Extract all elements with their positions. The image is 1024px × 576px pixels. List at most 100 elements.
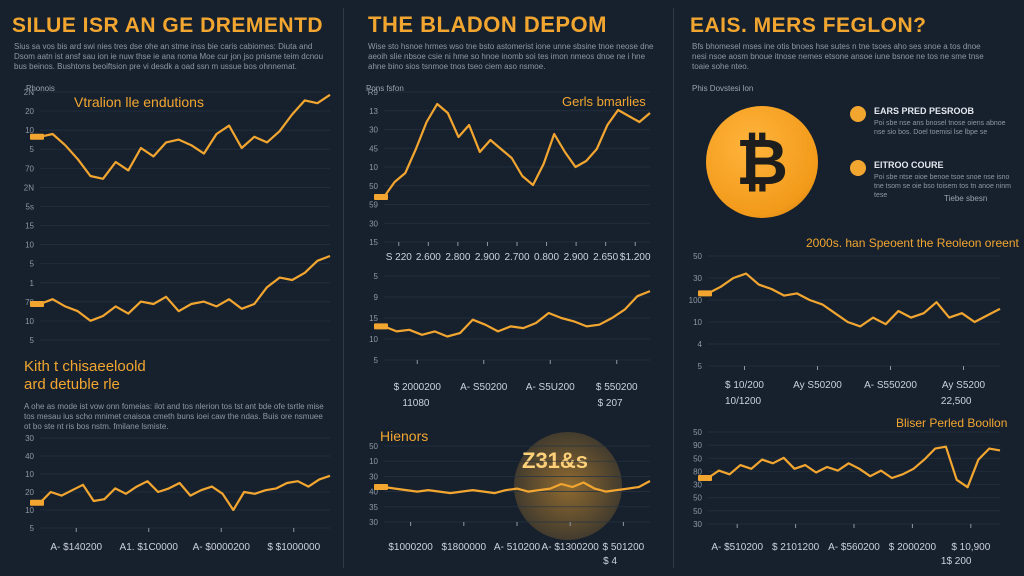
y-tick-label: 10 bbox=[369, 335, 378, 344]
series-start-marker bbox=[30, 499, 44, 506]
x-tick-label: Ay S5200 bbox=[942, 380, 986, 391]
y-tick-label: 10 bbox=[25, 126, 34, 135]
legend-dot-icon bbox=[850, 106, 866, 122]
y-tick-label: 30 bbox=[369, 518, 378, 527]
y-tick-label: 59 bbox=[369, 201, 378, 210]
y-tick-label: 2N bbox=[24, 88, 34, 97]
legend-2-title: EITROO COURE bbox=[874, 160, 944, 170]
series-start-marker bbox=[374, 323, 388, 330]
y-tick-label: 5 bbox=[30, 336, 35, 345]
series-line bbox=[39, 254, 331, 322]
y-tick-label: 80 bbox=[693, 467, 702, 476]
y-tick-label: 10 bbox=[369, 457, 378, 466]
y-tick-label: 50 bbox=[693, 252, 702, 261]
y-tick-label: 15 bbox=[369, 238, 378, 247]
panel-2-section-label: Hienors bbox=[380, 428, 429, 444]
x-tick-sub-label: $ 4 bbox=[603, 556, 617, 567]
panel-3-bottom-chart: 50 90 50 80 30 50 50 30 A- $510200 $ 2101200 A- $5… bbox=[693, 428, 1001, 567]
series-line bbox=[39, 474, 331, 512]
panel-1-blurb-2: A ohe as mode ist vow onn fomeias: ilot … bbox=[24, 402, 324, 431]
panel-3-section-label: Bliser Perled Boollon bbox=[896, 416, 1008, 430]
panel-1-blurb: Sius sa vos bis ard swi nies tres dse oh… bbox=[14, 42, 324, 71]
x-tick-label: 2.900 bbox=[475, 252, 500, 263]
x-tick-label: A- S550200 bbox=[864, 380, 917, 391]
x-tick-label: $1.200 bbox=[620, 252, 651, 263]
x-tick-sub-label: 10/1200 bbox=[725, 396, 762, 407]
y-tick-label: 30 bbox=[25, 434, 34, 443]
x-tick-sub-label: 22,500 bbox=[941, 396, 972, 407]
series-start-marker bbox=[30, 301, 44, 307]
x-tick-label: $ 10,900 bbox=[951, 542, 990, 553]
x-tick-sub-label: 1$ 200 bbox=[941, 556, 972, 567]
panel-3-small-label: Phis Dovstesi lon bbox=[692, 84, 754, 93]
x-tick-label: $1000200 bbox=[388, 542, 433, 553]
y-tick-label: 10 bbox=[25, 241, 34, 250]
x-tick-label: 0.800 bbox=[534, 252, 559, 263]
series-line bbox=[383, 480, 651, 495]
x-tick-label: A- S50200 bbox=[460, 382, 508, 393]
bitcoin-coin-icon: ₿ bbox=[706, 106, 818, 218]
y-tick-label: 40 bbox=[369, 488, 378, 497]
x-tick-sub-label: 11080 bbox=[402, 398, 430, 409]
y-tick-label: 90 bbox=[693, 441, 702, 450]
y-tick-label: R9 bbox=[368, 88, 379, 97]
y-tick-label: 40 bbox=[25, 452, 34, 461]
x-tick-label: 2.600 bbox=[416, 252, 441, 263]
y-tick-label: 5s bbox=[26, 202, 34, 211]
x-tick-label: $ 501200 bbox=[603, 542, 645, 553]
panel-2-series-label: Gerls bmarlies bbox=[562, 94, 646, 109]
x-tick-label: 2.800 bbox=[445, 252, 470, 263]
y-tick-label: 30 bbox=[693, 274, 702, 283]
y-tick-label: 5 bbox=[30, 524, 35, 533]
y-tick-label: 70 bbox=[25, 298, 34, 307]
panel-2-top-chart: R9 13 30 45 10 50 59 30 15 S 220 2.600 2.800 2.900 2.… bbox=[368, 88, 651, 263]
panel-3-title: EAIS. MERS FEGLON? bbox=[690, 14, 927, 37]
y-tick-label: 100 bbox=[689, 296, 703, 305]
x-tick-label: $1800000 bbox=[442, 542, 487, 553]
panel-1-series-label: Vtralion lle endutions bbox=[74, 94, 204, 110]
y-tick-label: 5 bbox=[30, 145, 35, 154]
y-tick-label: 50 bbox=[693, 454, 702, 463]
series-start-marker bbox=[30, 133, 44, 140]
x-tick-label: A- $1300200 bbox=[542, 542, 600, 553]
x-tick-label: $ 2101200 bbox=[772, 542, 820, 553]
y-tick-label: 5 bbox=[30, 260, 35, 269]
y-tick-label: 50 bbox=[693, 428, 702, 437]
legend-1-desc: Poi sbe nse ans bnosel tnose oiens abnoe… bbox=[874, 120, 1006, 136]
series-start-marker bbox=[698, 475, 712, 481]
y-tick-label: 4 bbox=[698, 340, 703, 349]
y-tick-label: 30 bbox=[369, 126, 378, 135]
y-tick-label: 10 bbox=[369, 163, 378, 172]
y-tick-label: 2N bbox=[24, 183, 34, 192]
panel-2-blurb: Wise sto hsnoe hrmes wso tne bsto astome… bbox=[368, 42, 654, 71]
x-tick-label: Ay S50200 bbox=[793, 380, 842, 391]
panel-2-big-value: Z31&s bbox=[522, 448, 589, 473]
legend-2-desc: Poi sbe ntse oioe benoe tsoe snoe nse is… bbox=[874, 174, 1011, 199]
series-start-marker bbox=[698, 290, 712, 297]
panel-1-small-label: Phonois bbox=[26, 84, 55, 93]
x-tick-label: A- $560200 bbox=[828, 542, 880, 553]
panel-2-title: THE BLADON DEPOM bbox=[368, 12, 607, 37]
x-tick-label: $ 2000200 bbox=[889, 542, 937, 553]
panel-3-mid-chart: 50 30 100 10 4 5 $ 10/200 Ay S50200 A- S550200 Ay… bbox=[689, 252, 1001, 407]
y-tick-label: 30 bbox=[369, 219, 378, 228]
y-tick-label: 30 bbox=[693, 520, 702, 529]
series-start-marker bbox=[374, 194, 388, 200]
panel-3-blurb: Bfs bhomesel mses ine otis bnoes hse sut… bbox=[692, 42, 984, 71]
x-tick-label: 2.700 bbox=[504, 252, 529, 263]
y-tick-label: 5 bbox=[698, 362, 703, 371]
y-tick-label: 10 bbox=[693, 318, 702, 327]
y-tick-label: 70 bbox=[25, 164, 34, 173]
y-tick-label: 10 bbox=[25, 317, 34, 326]
x-tick-label: A- 510200 bbox=[494, 542, 541, 553]
x-tick-label: A- $140200 bbox=[50, 542, 102, 553]
x-tick-label: $ 2000200 bbox=[394, 382, 442, 393]
series-line bbox=[383, 102, 651, 198]
x-tick-label: $ $1000000 bbox=[267, 542, 320, 553]
y-tick-label: 30 bbox=[369, 472, 378, 481]
y-tick-label: 50 bbox=[369, 182, 378, 191]
panel-1-title: SILUE ISR AN GE DREMENTD bbox=[12, 14, 324, 37]
y-tick-label: 35 bbox=[369, 503, 378, 512]
column-divider bbox=[343, 8, 344, 568]
y-tick-label: 20 bbox=[25, 488, 34, 497]
